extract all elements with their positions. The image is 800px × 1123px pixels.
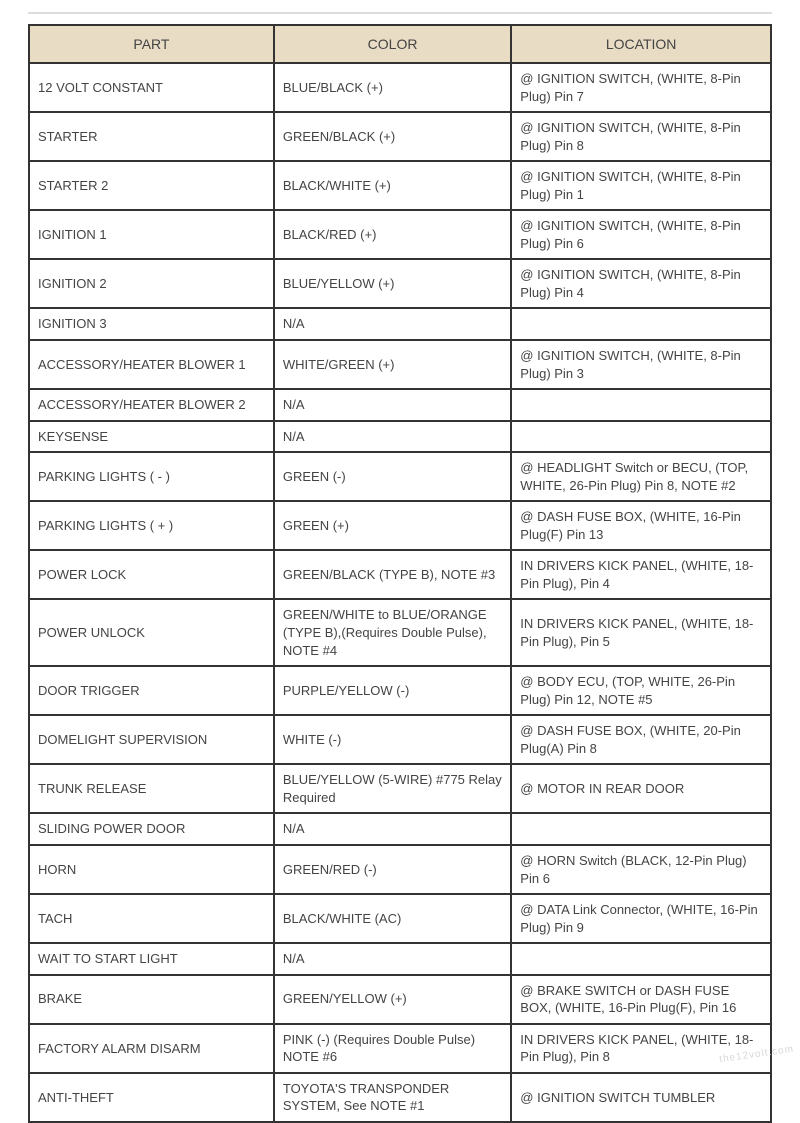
cell-location: @ IGNITION SWITCH, (WHITE, 8-Pin Plug) P… (511, 340, 771, 389)
cell-location (511, 813, 771, 845)
cell-color: GREEN/YELLOW (+) (274, 975, 511, 1024)
cell-color: N/A (274, 813, 511, 845)
cell-location: @ DASH FUSE BOX, (WHITE, 16-Pin Plug(F) … (511, 501, 771, 550)
cell-color: TOYOTA'S TRANSPONDER SYSTEM, See NOTE #1 (274, 1073, 511, 1122)
cell-part: STARTER (29, 112, 274, 161)
top-divider (28, 12, 772, 14)
table-row: PARKING LIGHTS ( + ) GREEN (+) @ DASH FU… (29, 501, 771, 550)
cell-part: 12 VOLT CONSTANT (29, 63, 274, 112)
cell-part: IGNITION 2 (29, 259, 274, 308)
cell-color: GREEN (+) (274, 501, 511, 550)
cell-location: @ MOTOR IN REAR DOOR (511, 764, 771, 813)
cell-part: DOOR TRIGGER (29, 666, 274, 715)
table-row: TACH BLACK/WHITE (AC) @ DATA Link Connec… (29, 894, 771, 943)
table-row: ACCESSORY/HEATER BLOWER 2 N/A (29, 389, 771, 421)
cell-location: @ BRAKE SWITCH or DASH FUSE BOX, (WHITE,… (511, 975, 771, 1024)
cell-location: @ DASH FUSE BOX, (WHITE, 20-Pin Plug(A) … (511, 715, 771, 764)
cell-part: ACCESSORY/HEATER BLOWER 1 (29, 340, 274, 389)
table-row: IGNITION 2 BLUE/YELLOW (+) @ IGNITION SW… (29, 259, 771, 308)
cell-color: GREEN (-) (274, 452, 511, 501)
cell-part: SLIDING POWER DOOR (29, 813, 274, 845)
table-row: POWER UNLOCK GREEN/WHITE to BLUE/ORANGE … (29, 599, 771, 666)
cell-location: @ BODY ECU, (TOP, WHITE, 26-Pin Plug) Pi… (511, 666, 771, 715)
cell-part: TRUNK RELEASE (29, 764, 274, 813)
cell-part: PARKING LIGHTS ( - ) (29, 452, 274, 501)
table-row: PARKING LIGHTS ( - ) GREEN (-)@ HEADLIGH… (29, 452, 771, 501)
table-row: ANTI-THEFT TOYOTA'S TRANSPONDER SYSTEM, … (29, 1073, 771, 1122)
cell-color: WHITE/GREEN (+) (274, 340, 511, 389)
table-row: BRAKE GREEN/YELLOW (+) @ BRAKE SWITCH or… (29, 975, 771, 1024)
cell-color: GREEN/BLACK (+) (274, 112, 511, 161)
cell-part: POWER UNLOCK (29, 599, 274, 666)
cell-location (511, 308, 771, 340)
cell-location: @ IGNITION SWITCH, (WHITE, 8-Pin Plug) P… (511, 112, 771, 161)
column-header-part: PART (29, 25, 274, 63)
cell-part: BRAKE (29, 975, 274, 1024)
cell-location: @ IGNITION SWITCH, (WHITE, 8-Pin Plug) P… (511, 63, 771, 112)
wiring-table: PART COLOR LOCATION 12 VOLT CONSTANT BLU… (28, 24, 772, 1123)
cell-part: HORN (29, 845, 274, 894)
cell-part: TACH (29, 894, 274, 943)
cell-location: @ HORN Switch (BLACK, 12-Pin Plug) Pin 6 (511, 845, 771, 894)
table-row: WAIT TO START LIGHT N/A (29, 943, 771, 975)
cell-color: WHITE (-) (274, 715, 511, 764)
cell-location: @ DATA Link Connector, (WHITE, 16-Pin Pl… (511, 894, 771, 943)
cell-color: N/A (274, 308, 511, 340)
table-row: STARTER 2 BLACK/WHITE (+) @ IGNITION SWI… (29, 161, 771, 210)
cell-location (511, 389, 771, 421)
cell-color: N/A (274, 389, 511, 421)
column-header-color: COLOR (274, 25, 511, 63)
cell-color: BLACK/WHITE (AC) (274, 894, 511, 943)
cell-color: GREEN/RED (-) (274, 845, 511, 894)
cell-color: BLUE/YELLOW (5-WIRE) #775 Relay Required (274, 764, 511, 813)
cell-color: N/A (274, 943, 511, 975)
cell-part: DOMELIGHT SUPERVISION (29, 715, 274, 764)
cell-color: BLUE/BLACK (+) (274, 63, 511, 112)
table-row: DOOR TRIGGER PURPLE/YELLOW (-) @ BODY EC… (29, 666, 771, 715)
cell-location (511, 421, 771, 453)
cell-location: @ HEADLIGHT Switch or BECU, (TOP, WHITE,… (511, 452, 771, 501)
cell-location: @ IGNITION SWITCH, (WHITE, 8-Pin Plug) P… (511, 210, 771, 259)
cell-location: @ IGNITION SWITCH, (WHITE, 8-Pin Plug) P… (511, 161, 771, 210)
cell-location (511, 943, 771, 975)
table-header: PART COLOR LOCATION (29, 25, 771, 63)
cell-part: WAIT TO START LIGHT (29, 943, 274, 975)
cell-color: N/A (274, 421, 511, 453)
table-body: 12 VOLT CONSTANT BLUE/BLACK (+) @ IGNITI… (29, 63, 771, 1122)
table-row: IGNITION 1 BLACK/RED (+) @ IGNITION SWIT… (29, 210, 771, 259)
table-row: SLIDING POWER DOOR N/A (29, 813, 771, 845)
table-row: DOMELIGHT SUPERVISION WHITE (-) @ DASH F… (29, 715, 771, 764)
column-header-location: LOCATION (511, 25, 771, 63)
cell-part: ACCESSORY/HEATER BLOWER 2 (29, 389, 274, 421)
page: PART COLOR LOCATION 12 VOLT CONSTANT BLU… (0, 0, 800, 1066)
table-row: KEYSENSE N/A (29, 421, 771, 453)
table-row: POWER LOCK GREEN/BLACK (TYPE B), NOTE #3… (29, 550, 771, 599)
cell-location: IN DRIVERS KICK PANEL, (WHITE, 18-Pin Pl… (511, 599, 771, 666)
cell-part: PARKING LIGHTS ( + ) (29, 501, 274, 550)
table-row: TRUNK RELEASE BLUE/YELLOW (5-WIRE) #775 … (29, 764, 771, 813)
cell-part: POWER LOCK (29, 550, 274, 599)
table-row: HORN GREEN/RED (-) @ HORN Switch (BLACK,… (29, 845, 771, 894)
cell-part: ANTI-THEFT (29, 1073, 274, 1122)
cell-part: STARTER 2 (29, 161, 274, 210)
table-row: ACCESSORY/HEATER BLOWER 1 WHITE/GREEN (+… (29, 340, 771, 389)
cell-part: IGNITION 3 (29, 308, 274, 340)
cell-location: @ IGNITION SWITCH TUMBLER (511, 1073, 771, 1122)
cell-part: IGNITION 1 (29, 210, 274, 259)
cell-color: GREEN/WHITE to BLUE/ORANGE (TYPE B),(Req… (274, 599, 511, 666)
table-row: 12 VOLT CONSTANT BLUE/BLACK (+) @ IGNITI… (29, 63, 771, 112)
cell-color: BLACK/WHITE (+) (274, 161, 511, 210)
cell-location: @ IGNITION SWITCH, (WHITE, 8-Pin Plug) P… (511, 259, 771, 308)
cell-color: BLACK/RED (+) (274, 210, 511, 259)
cell-location: IN DRIVERS KICK PANEL, (WHITE, 18-Pin Pl… (511, 550, 771, 599)
cell-color: GREEN/BLACK (TYPE B), NOTE #3 (274, 550, 511, 599)
table-row: IGNITION 3 N/A (29, 308, 771, 340)
cell-color: PURPLE/YELLOW (-) (274, 666, 511, 715)
table-row: STARTER GREEN/BLACK (+) @ IGNITION SWITC… (29, 112, 771, 161)
cell-color: BLUE/YELLOW (+) (274, 259, 511, 308)
cell-part: KEYSENSE (29, 421, 274, 453)
